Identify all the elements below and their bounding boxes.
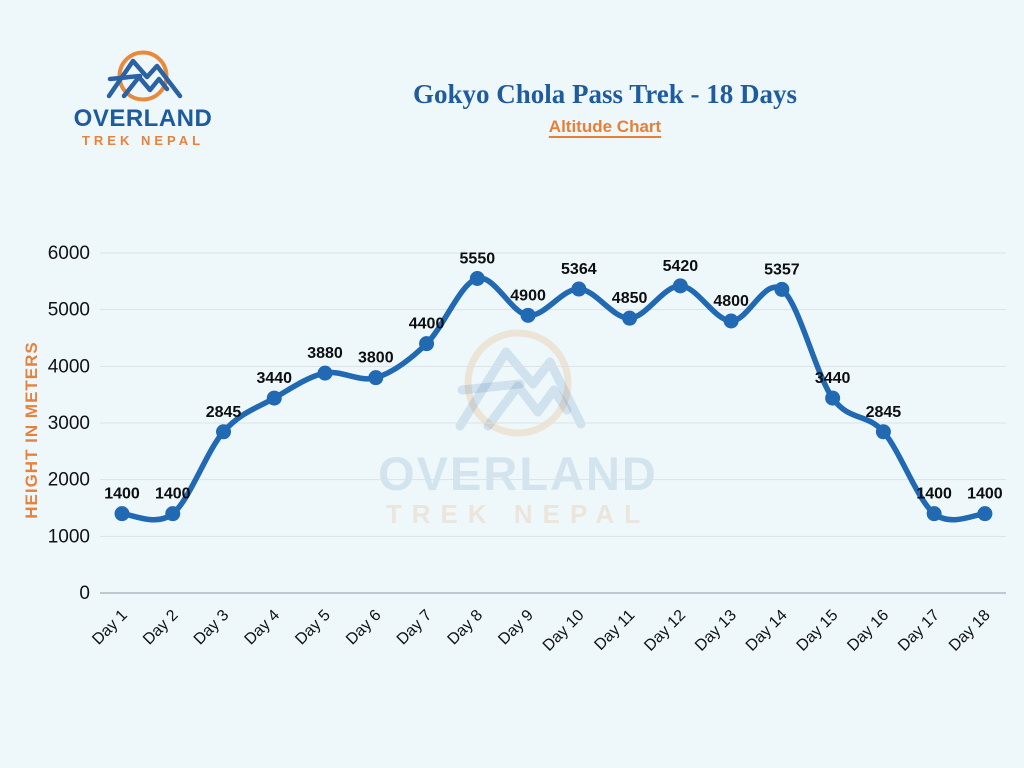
data-point-label: 1400 <box>916 486 952 503</box>
y-tick-label: 0 <box>79 583 90 604</box>
data-point-label: 2845 <box>866 404 902 421</box>
x-tick-label: Day 3 <box>191 607 233 649</box>
x-tick-label: Day 15 <box>794 607 842 655</box>
data-point <box>825 390 841 406</box>
brand-logo: OVERLAND TREK NEPAL <box>58 48 228 148</box>
data-point <box>114 506 130 522</box>
x-tick-label: Day 11 <box>591 607 638 654</box>
brand-tagline: TREK NEPAL <box>81 133 205 149</box>
data-point-label: 4850 <box>612 290 648 307</box>
data-point-label: 1400 <box>155 486 191 503</box>
y-tick-label: 6000 <box>48 243 90 264</box>
x-tick-label: Day 8 <box>445 607 487 649</box>
data-point-label: 1400 <box>104 486 140 503</box>
y-tick-label: 3000 <box>48 413 90 434</box>
data-point-label: 4800 <box>713 293 749 310</box>
data-point <box>165 506 181 522</box>
brand-name: OVERLAND <box>73 105 213 132</box>
data-point <box>875 424 891 440</box>
data-point-label: 5357 <box>764 261 800 278</box>
data-point-label: 3800 <box>358 350 394 367</box>
x-tick-label: Day 9 <box>495 607 537 649</box>
y-tick-label: 5000 <box>48 300 90 321</box>
data-point <box>520 307 536 323</box>
x-tick-label: Day 5 <box>292 607 334 649</box>
data-point <box>317 365 333 381</box>
data-point <box>926 506 942 522</box>
data-point-label: 5420 <box>663 258 699 275</box>
page-subtitle: Altitude Chart <box>548 116 662 136</box>
data-point <box>368 370 384 386</box>
data-point <box>672 278 688 294</box>
y-tick-label: 4000 <box>48 356 90 377</box>
data-point <box>469 271 485 286</box>
data-point <box>266 390 282 406</box>
x-tick-label: Day 16 <box>844 607 892 655</box>
data-point <box>723 313 739 329</box>
data-point-label: 4400 <box>409 316 445 333</box>
data-point-label: 3440 <box>815 370 851 387</box>
altitude-line <box>119 275 988 523</box>
x-tick-label: Day 2 <box>140 607 182 649</box>
x-tick-label: Day 13 <box>692 607 740 655</box>
x-tick-label: Day 12 <box>641 607 689 655</box>
x-tick-label: Day 7 <box>394 607 436 649</box>
y-tick-label: 2000 <box>48 470 90 491</box>
data-point <box>571 281 587 297</box>
data-point <box>977 506 993 522</box>
x-tick-label: Day 10 <box>540 607 588 655</box>
y-tick-label: 1000 <box>48 526 90 547</box>
data-point <box>216 424 232 440</box>
data-point-label: 1400 <box>967 486 1003 503</box>
data-point-label: 3440 <box>256 370 292 387</box>
data-point <box>622 310 638 326</box>
data-point-label: 5364 <box>561 261 597 278</box>
x-tick-label: Day 17 <box>895 607 943 655</box>
data-point <box>419 336 435 352</box>
x-tick-label: Day 4 <box>242 607 284 649</box>
header: Gokyo Chola Pass Trek - 18 Days Altitude… <box>320 79 890 137</box>
data-point-label: 2845 <box>206 404 242 421</box>
data-point-label: 3880 <box>307 345 343 362</box>
data-point-label: 4900 <box>510 287 546 304</box>
mountain-circle-icon <box>106 50 183 102</box>
page-title: Gokyo Chola Pass Trek - 18 Days <box>412 79 798 109</box>
x-tick-label: Day 14 <box>743 607 791 655</box>
x-tick-label: Day 1 <box>89 607 131 649</box>
x-tick-label: Day 18 <box>946 607 994 655</box>
x-tick-label: Day 6 <box>343 607 385 649</box>
data-point-label: 5550 <box>460 251 496 268</box>
data-point <box>774 281 790 297</box>
